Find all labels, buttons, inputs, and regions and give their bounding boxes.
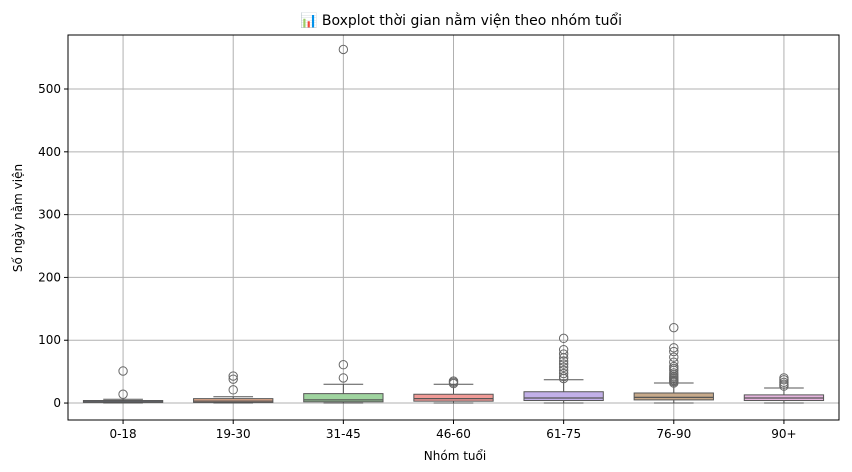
tick-labels: 0-18 19-30 31-45 46-60 61-75 76-90 90+ 0 100 200 3…: [38, 82, 796, 441]
outlier-point: [558, 365, 569, 376]
x-tick-label: 19-30: [216, 427, 251, 441]
x-tick-label: 46-60: [436, 427, 471, 441]
outlier-point: [669, 368, 679, 378]
outlier-point: [669, 357, 679, 367]
outlier-point: [779, 377, 789, 388]
x-tick-label: 76-90: [656, 427, 691, 441]
outlier-point: [338, 360, 349, 370]
box-iqr: [193, 398, 274, 403]
y-tick-label: 0: [53, 396, 61, 410]
outlier-point: [558, 359, 569, 369]
box-group-19-30: [193, 371, 274, 404]
outlier-point: [338, 373, 349, 383]
outlier-point: [228, 374, 238, 384]
y-tick-label: 200: [38, 270, 61, 284]
x-tick-label: 0-18: [109, 427, 136, 441]
outlier-point: [669, 346, 679, 357]
outlier-point: [558, 368, 569, 379]
chart-title: 📊 Boxplot thời gian nằm viện theo nhóm t…: [300, 12, 622, 29]
outlier-point: [669, 361, 679, 372]
outlier-point: [228, 371, 238, 381]
outlier-point: [669, 322, 679, 333]
x-tick-label: 31-45: [326, 427, 361, 441]
outlier-point: [558, 344, 569, 355]
box-group-0-18: [82, 366, 164, 404]
boxes-layer: [82, 44, 825, 404]
outlier-point: [558, 371, 569, 382]
outlier-point: [669, 352, 679, 362]
outlier-point: [118, 389, 128, 399]
x-tick-label: 61-75: [546, 427, 581, 441]
outlier-point: [118, 366, 128, 376]
x-tick-label: 90+: [771, 427, 796, 441]
outlier-point: [779, 373, 789, 383]
box-iqr: [303, 393, 384, 403]
box-iqr: [413, 393, 494, 402]
outlier-point: [338, 44, 349, 55]
box-group-46-60: [413, 376, 494, 404]
outlier-point: [558, 349, 569, 359]
y-axis-label: Số ngày nằm viện: [11, 164, 25, 272]
y-tick-label: 100: [38, 333, 61, 347]
grid-lines: [68, 35, 839, 420]
y-tick-label: 500: [38, 82, 61, 96]
x-axis-label: Nhóm tuổi: [424, 449, 486, 463]
outlier-point: [448, 376, 459, 386]
box-group-31-45: [303, 44, 384, 404]
y-tick-label: 400: [38, 145, 61, 159]
box-group-90+: [743, 373, 825, 404]
box-iqr: [523, 391, 604, 402]
y-tick-label: 300: [38, 208, 61, 222]
box-group-61-75: [523, 333, 604, 404]
plot-area-frame: [67, 34, 840, 421]
outlier-point: [558, 356, 569, 366]
outlier-point: [669, 343, 679, 353]
outlier-point: [558, 333, 569, 344]
outlier-point: [228, 385, 238, 395]
outlier-point: [558, 362, 569, 372]
box-group-76-90: [633, 322, 714, 404]
box-iqr: [633, 392, 714, 401]
